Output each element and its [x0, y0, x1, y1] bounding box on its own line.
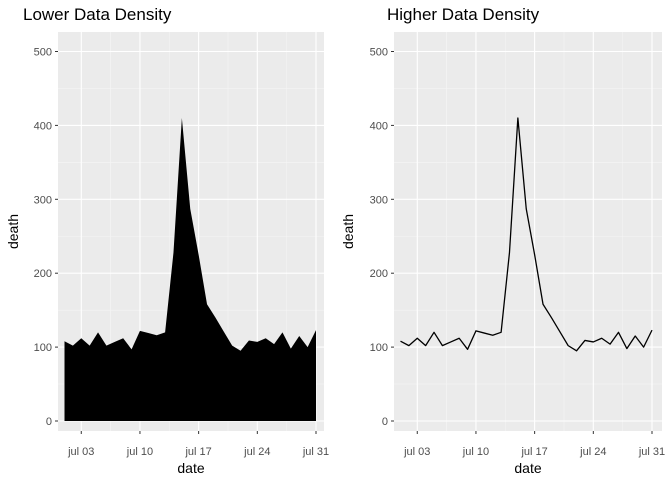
chart-title: Higher Data Density [387, 5, 540, 24]
x-axis-ticks: jul 03 jul 10 jul 17 jul 24 jul 31 [403, 431, 665, 458]
x-tick-label: jul 03 [403, 446, 430, 458]
y-tick-label: 0 [46, 416, 52, 428]
chart-title: Lower Data Density [23, 5, 172, 24]
y-tick-label: 100 [34, 342, 52, 354]
x-tick-label: jul 24 [243, 446, 270, 458]
x-tick-label: jul 03 [67, 446, 94, 458]
y-tick-label: 400 [34, 120, 52, 132]
y-tick-label: 400 [370, 120, 388, 132]
y-tick-label: 0 [382, 416, 388, 428]
y-axis-label: death [340, 214, 356, 249]
x-tick-label: jul 24 [579, 446, 606, 458]
chart-higher-density: Higher Data Density 0 100 200 300 400 500 jul… [340, 5, 665, 476]
data-marks [400, 117, 653, 352]
y-tick-label: 300 [370, 194, 388, 206]
y-tick-label: 100 [370, 342, 388, 354]
y-tick-label: 300 [34, 194, 52, 206]
y-tick-label: 200 [34, 268, 52, 280]
data-marks [64, 118, 316, 421]
x-axis-label: date [514, 460, 541, 476]
y-tick-label: 200 [370, 268, 388, 280]
y-axis-label: death [5, 214, 21, 249]
x-tick-label: jul 31 [302, 446, 329, 458]
x-tick-label: jul 10 [462, 446, 489, 458]
x-tick-label: jul 17 [520, 446, 547, 458]
area-series [64, 118, 316, 421]
x-axis-ticks: jul 03 jul 10 jul 17 jul 24 jul 31 [67, 431, 329, 458]
line-series [400, 117, 653, 352]
x-tick-label: jul 10 [126, 446, 153, 458]
y-axis-ticks: 0 100 200 300 400 500 [370, 47, 394, 428]
chart-lower-density: Lower Data Density 0 100 200 300 400 500 jul … [5, 5, 329, 476]
plot-panel [394, 32, 662, 431]
y-tick-label: 500 [34, 47, 52, 59]
gridlines [394, 32, 662, 431]
y-axis-ticks: 0 100 200 300 400 500 [34, 47, 58, 428]
x-axis-label: date [177, 460, 204, 476]
x-tick-label: jul 31 [638, 446, 665, 458]
y-tick-label: 500 [370, 47, 388, 59]
x-tick-label: jul 17 [184, 446, 211, 458]
